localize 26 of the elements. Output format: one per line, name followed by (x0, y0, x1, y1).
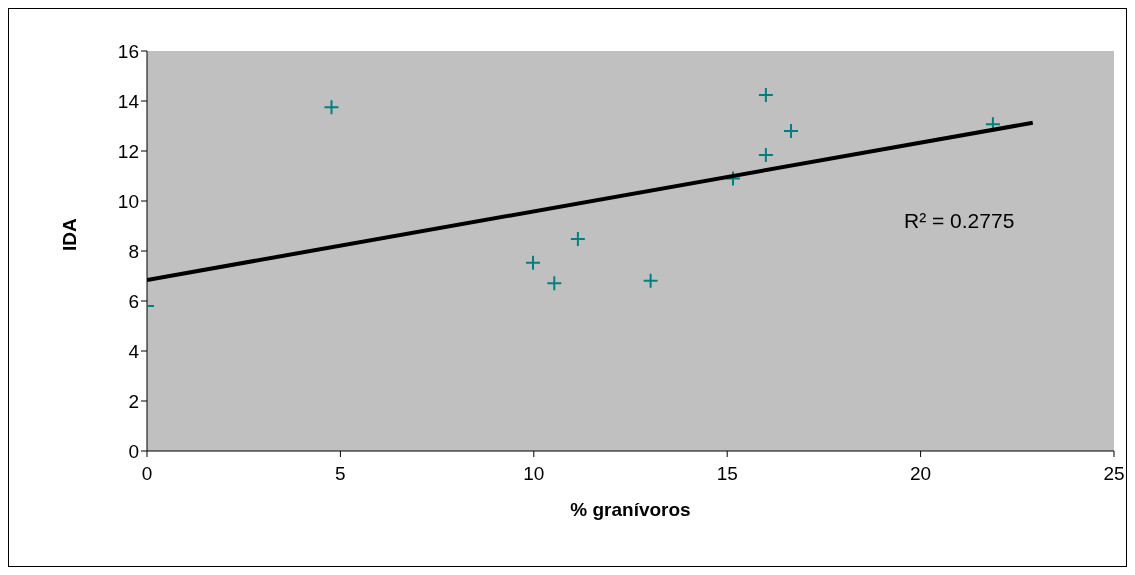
y-tick-label: 14 (117, 90, 140, 112)
x-tick-label: 20 (910, 463, 932, 485)
y-tick-label: 16 (117, 40, 139, 62)
point (546, 275, 563, 292)
x-tick-label: 10 (523, 463, 545, 485)
point (323, 99, 340, 116)
y-tick-label: 2 (128, 390, 139, 412)
y-axis-title: IDA (58, 218, 80, 251)
point (757, 87, 774, 103)
x-tick-label: 5 (335, 463, 346, 485)
y-tick-label: 10 (117, 190, 139, 212)
annotation: R² = 0.2775 (904, 209, 1015, 233)
point (569, 231, 586, 247)
x-tick-label: 25 (1103, 463, 1125, 485)
y-tick-label: 8 (128, 240, 139, 262)
point (642, 272, 659, 289)
point (725, 170, 741, 187)
x-tick-label: 15 (716, 463, 738, 485)
y-tick-label: 0 (128, 440, 139, 462)
y-tick-label: 6 (128, 290, 139, 312)
point (757, 147, 774, 163)
x-axis-title: % granívoros (570, 499, 691, 521)
y-tick-label: 4 (128, 340, 140, 362)
y-tick-label: 12 (117, 140, 139, 162)
point (525, 254, 542, 271)
point (783, 123, 800, 139)
